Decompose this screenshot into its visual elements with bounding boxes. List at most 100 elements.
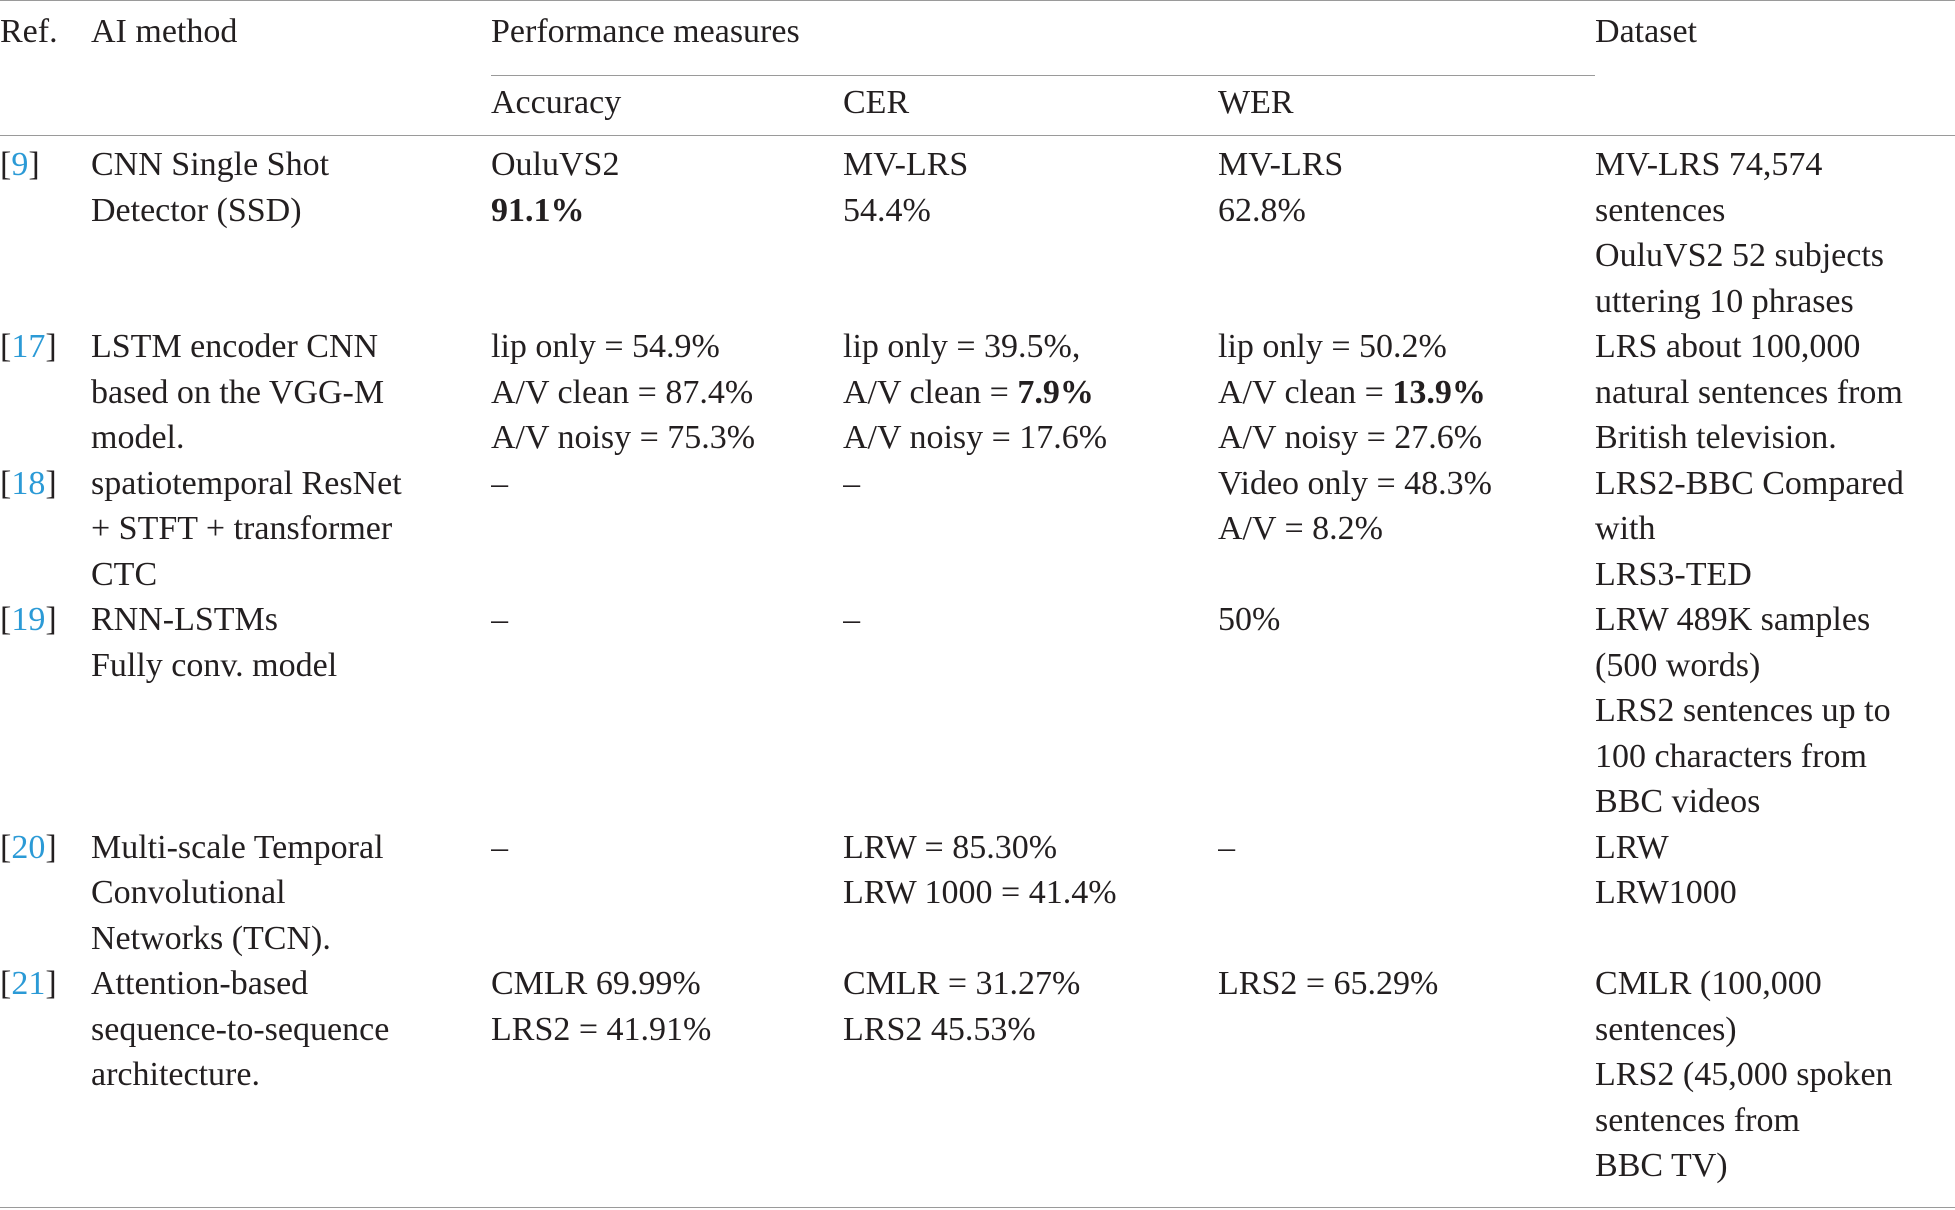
cell: – [491, 597, 843, 825]
text-run: LRW 489K samples [1595, 601, 1871, 638]
ref-cell: [17] [0, 324, 91, 461]
text-run: ] [45, 328, 57, 365]
text-run: LRW = 85.30% [843, 828, 1058, 866]
cell: CMLR = 31.27% LRS2 45.53% [843, 961, 1218, 1208]
text-run: model. [91, 419, 185, 456]
cell-line: A/V = 8.2% [1218, 506, 1595, 552]
table-row: [20] Multi-scale Temporal Convolutional Net… [0, 825, 1955, 962]
cell: MV-LRS 74,574 sentences OuluVS2 52 subject… [1595, 136, 1955, 325]
cell-line: LRS about 100,000 [1595, 324, 1955, 370]
text-run: LRS2-BBC Compared [1595, 464, 1904, 502]
table-row: [21] Attention-based sequence-to-sequence a… [0, 961, 1955, 1208]
cell: LRW 489K samples (500 words) LRS2 sentence… [1595, 597, 1955, 825]
cell-line: MV-LRS 74,574 [1595, 142, 1955, 188]
cell-line: sentences [1595, 188, 1955, 234]
reference-link[interactable]: 21 [11, 965, 46, 1002]
reference-link[interactable]: 17 [11, 328, 46, 365]
text-run: LRS2 sentences up to [1595, 692, 1891, 729]
text-run: (500 words) [1595, 646, 1761, 684]
cell-line: A/V clean = 13.9% [1218, 370, 1595, 416]
cell-line: LRS2-BBC Compared [1595, 461, 1955, 507]
cell: – [491, 461, 843, 598]
ref-cell: [18] [0, 461, 91, 598]
cell: LRS2 = 65.29% [1218, 961, 1596, 1208]
text-run: A/V = 8.2% [1218, 510, 1383, 547]
cell-line: Video only = 48.3% [1218, 461, 1595, 507]
text-run: + STFT + transformer [91, 510, 393, 547]
cell: MV-LRS 54.4% [843, 136, 1218, 325]
cell: RNN-LSTMs Fully conv. model [91, 597, 491, 825]
text-run: British television. [1595, 419, 1837, 456]
cell-line: – [843, 597, 1218, 643]
reference-link[interactable]: 18 [11, 464, 46, 502]
cell-line: LRS3-TED [1595, 552, 1955, 598]
cell: LSTM encoder CNN based on the VGG-M model. [91, 324, 491, 461]
text-run: Convolutional [91, 874, 286, 911]
cell-line: architecture. [91, 1052, 491, 1098]
text-run: Detector (SSD) [91, 191, 302, 229]
text-run: Video only = 48.3% [1218, 464, 1492, 502]
text-run: [ [0, 828, 12, 866]
text-run: sentences [1595, 191, 1726, 229]
text-run: – [491, 601, 508, 638]
cell: – [843, 461, 1218, 598]
text-run: A/V noisy = 17.6% [843, 419, 1108, 456]
text-run: – [843, 464, 860, 502]
header-method: AI method [91, 0, 491, 76]
text-run: LRW 1000 = 41.4% [843, 874, 1117, 911]
cell-line: – [491, 825, 843, 871]
cell: lip only = 50.2% A/V clean = 13.9% A/V noi… [1218, 324, 1595, 461]
text-run: sequence-to-sequence [91, 1010, 390, 1048]
cell: CMLR (100,000 sentences) LRS2 (45,000 spok… [1595, 961, 1955, 1208]
reference-link[interactable]: 19 [11, 601, 46, 638]
header-dataset: Dataset [1595, 0, 1955, 76]
text-run: based on the VGG-M [91, 373, 385, 411]
cell-line: – [491, 597, 843, 643]
cell-line: sentences) [1595, 1007, 1955, 1053]
header-ref: Ref. [0, 0, 91, 76]
cell-line: Fully conv. model [91, 643, 491, 689]
ref-cell: [9] [0, 136, 91, 325]
text-run: CMLR = 31.27% [843, 965, 1081, 1002]
cell: MV-LRS 62.8% [1218, 136, 1595, 325]
text-run: CMLR 69.99% [491, 965, 701, 1002]
cell: Multi-scale Temporal Convolutional Network… [91, 825, 491, 962]
text-run: BBC TV) [1595, 1147, 1728, 1184]
cell-line: A/V noisy = 27.6% [1218, 415, 1595, 461]
cell-line: LRS2 = 41.91% [491, 1007, 843, 1053]
cell: LRW = 85.30% LRW 1000 = 41.4% [843, 825, 1218, 962]
cell-line: Detector (SSD) [91, 188, 491, 234]
text-run: – [491, 828, 508, 866]
cell-line: sequence-to-sequence [91, 1007, 491, 1053]
cell-line: 54.4% [843, 188, 1218, 234]
text-run: ] [45, 965, 57, 1002]
cell-line: 91.1% [491, 188, 843, 234]
text-run: – [491, 464, 508, 502]
text-run: 100 characters from [1595, 737, 1867, 775]
cell-line: spatiotemporal ResNet [91, 461, 491, 507]
ref-cell: [21] [0, 961, 91, 1208]
cell-line: 100 characters from [1595, 734, 1955, 780]
table-row: [19] RNN-LSTMs Fully conv. model – –50% LRW 4… [0, 597, 1955, 825]
text-run: – [1218, 828, 1235, 866]
cell-line: – [1218, 825, 1595, 871]
cell-line: BBC TV) [1595, 1143, 1955, 1189]
text-run: ] [45, 464, 57, 502]
text-run: 62.8% [1218, 191, 1306, 229]
reference-link[interactable]: 20 [11, 828, 46, 866]
cell-line: CNN Single Shot [91, 142, 491, 188]
table-body: [9] CNN Single Shot Detector (SSD) OuluVS2 9… [0, 136, 1955, 1208]
text-run: [ [0, 965, 12, 1002]
text-run: LRS2 = 41.91% [491, 1010, 712, 1048]
text-run: uttering 10 phrases [1595, 282, 1854, 320]
text-run: CMLR (100,000 [1595, 965, 1822, 1002]
reference-link[interactable]: 9 [11, 146, 29, 183]
text-run: LRW1000 [1595, 874, 1737, 911]
text-run: sentences from [1595, 1101, 1800, 1139]
cell-line: LRS2 (45,000 spoken [1595, 1052, 1955, 1098]
text-run: 54.4% [843, 191, 931, 229]
subheader: WER [1218, 75, 1596, 136]
cell-line: RNN-LSTMs [91, 597, 491, 643]
cell: lip only = 39.5%, A/V clean = 7.9% A/V noi… [843, 324, 1218, 461]
